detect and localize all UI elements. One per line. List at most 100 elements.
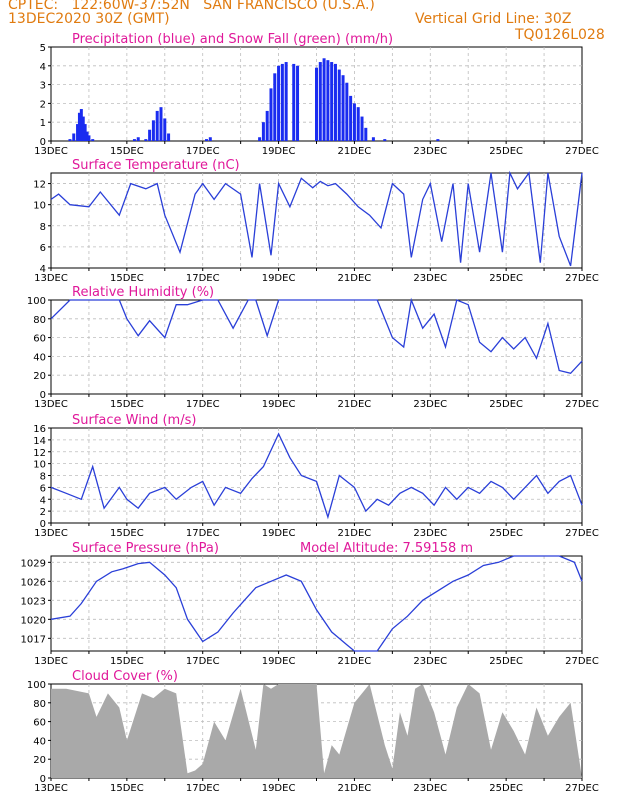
precip-bar (81, 116, 85, 141)
x-tick-label: 17DEC (186, 146, 220, 157)
precip-bar (76, 124, 80, 141)
y-tick-label: 1026 (21, 577, 46, 588)
precip-bar (79, 109, 83, 141)
y-tick-label: 1017 (21, 634, 46, 645)
precip-bar (72, 133, 76, 141)
x-tick-label: 23DEC (413, 399, 447, 410)
precip-bar (436, 139, 440, 141)
precip-bar (91, 139, 95, 141)
precip-bar (155, 110, 159, 141)
y-tick-label: 40 (33, 352, 46, 363)
panel-2 (48, 297, 583, 397)
panel-title: Relative Humidity (%) (72, 285, 214, 300)
x-tick-label: 17DEC (186, 399, 220, 410)
x-tick-label: 23DEC (413, 783, 447, 794)
x-tick-label: 17DEC (186, 656, 220, 667)
x-tick-label: 27DEC (565, 528, 599, 539)
x-tick-label: 17DEC (186, 783, 220, 794)
y-tick-label: 6 (40, 483, 46, 494)
y-tick-label: 12 (33, 180, 46, 191)
y-tick-label: 4 (40, 495, 46, 506)
x-tick-label: 15DEC (110, 399, 144, 410)
y-tick-label: 2 (40, 99, 46, 110)
y-tick-label: 12 (33, 448, 46, 459)
y-tick-label: 2 (40, 507, 46, 518)
y-tick-label: 8 (40, 472, 46, 483)
x-tick-label: 13DEC (34, 273, 68, 284)
y-tick-label: 80 (33, 699, 46, 710)
precip-bar (277, 65, 281, 141)
cloud-area (51, 684, 582, 778)
precip-bar (68, 139, 72, 141)
x-tick-label: 13DEC (34, 783, 68, 794)
header-grid-note: Vertical Grid Line: 30Z (415, 11, 572, 27)
series-line-temperature (50, 170, 583, 267)
precip-bar (265, 110, 269, 141)
precip-bar (167, 133, 171, 141)
y-tick-label: 14 (33, 436, 46, 447)
precip-bar (163, 118, 167, 141)
precip-bar (356, 107, 360, 141)
y-tick-label: 0 (40, 137, 46, 148)
precip-bar (258, 137, 262, 141)
precip-bar (77, 112, 81, 141)
y-tick-label: 4 (40, 264, 46, 275)
precip-bar (349, 95, 353, 141)
x-tick-label: 13DEC (34, 399, 68, 410)
x-tick-label: 25DEC (489, 783, 523, 794)
precip-bar (205, 139, 209, 141)
y-tick-label: 3 (40, 81, 46, 92)
precip-bar (148, 129, 152, 141)
precip-bar (326, 60, 330, 141)
precip-bar (296, 65, 300, 141)
x-tick-label: 23DEC (413, 146, 447, 157)
panel-4 (48, 555, 583, 654)
panel-title: Surface Wind (m/s) (72, 413, 196, 428)
x-tick-label: 21DEC (338, 399, 372, 410)
y-tick-label: 6 (40, 243, 46, 254)
x-tick-label: 27DEC (565, 146, 599, 157)
x-tick-label: 25DEC (489, 528, 523, 539)
y-tick-label: 100 (27, 296, 46, 307)
precip-bar (151, 120, 155, 141)
x-tick-label: 13DEC (34, 528, 68, 539)
y-tick-label: 20 (33, 371, 46, 382)
series-line-pressure (50, 555, 583, 652)
precip-bar (136, 137, 140, 141)
precip-bar (352, 103, 356, 141)
precip-bar (371, 137, 375, 141)
x-tick-label: 15DEC (110, 273, 144, 284)
panel-5 (48, 683, 583, 781)
y-tick-label: 0 (40, 390, 46, 401)
x-tick-label: 15DEC (110, 656, 144, 667)
panel-title: Surface Temperature (nC) (72, 158, 240, 173)
x-tick-label: 19DEC (262, 783, 296, 794)
precip-bar (85, 131, 89, 141)
y-tick-label: 0 (40, 774, 46, 785)
y-tick-label: 20 (33, 755, 46, 766)
panel-annotation: Model Altitude: 7.59158 m (300, 541, 473, 556)
panel-3 (48, 427, 583, 526)
header-location: CPTEC: 122:60W-37:52N SAN FRANCISCO (U.S… (8, 0, 375, 13)
x-tick-label: 25DEC (489, 399, 523, 410)
header-date: 13DEC2020 30Z (GMT) (8, 11, 170, 27)
x-tick-label: 21DEC (338, 146, 372, 157)
y-tick-label: 10 (33, 460, 46, 471)
panel-title: Cloud Cover (%) (72, 669, 178, 684)
y-tick-label: 10 (33, 201, 46, 212)
x-tick-label: 19DEC (262, 273, 296, 284)
x-tick-label: 15DEC (110, 783, 144, 794)
x-tick-label: 27DEC (565, 399, 599, 410)
x-tick-label: 21DEC (338, 656, 372, 667)
precip-bar (341, 75, 345, 141)
precip-bar (364, 127, 368, 141)
x-tick-label: 17DEC (186, 528, 220, 539)
y-tick-label: 4 (40, 62, 46, 73)
precip-bar (333, 63, 337, 141)
precip-bar (383, 139, 387, 141)
precip-bar (261, 122, 265, 141)
x-tick-label: 25DEC (489, 656, 523, 667)
panel-title: Precipitation (blue) and Snow Fall (gree… (72, 32, 393, 47)
x-tick-label: 13DEC (34, 656, 68, 667)
